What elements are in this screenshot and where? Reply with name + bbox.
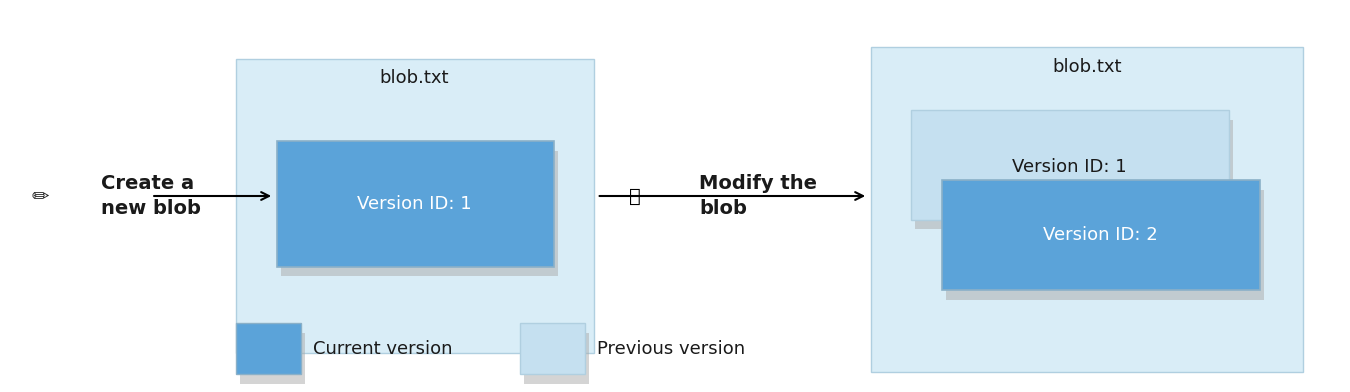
Text: Version ID: 1: Version ID: 1 bbox=[358, 195, 471, 213]
Bar bbox=[911, 110, 1228, 220]
Bar bbox=[277, 141, 554, 267]
Bar bbox=[240, 333, 305, 384]
Bar bbox=[915, 120, 1233, 229]
Bar bbox=[524, 333, 589, 384]
Bar bbox=[236, 323, 301, 374]
Text: blob.txt: blob.txt bbox=[1052, 58, 1122, 76]
Bar bbox=[281, 151, 558, 276]
Text: Create a
new blob: Create a new blob bbox=[101, 174, 201, 218]
Bar bbox=[946, 190, 1264, 300]
Bar bbox=[520, 323, 585, 374]
Text: Version ID: 1: Version ID: 1 bbox=[1012, 158, 1126, 176]
Bar bbox=[871, 47, 1303, 372]
Bar bbox=[942, 180, 1260, 290]
Text: Previous version: Previous version bbox=[597, 340, 745, 358]
Text: blob.txt: blob.txt bbox=[379, 69, 450, 87]
Bar bbox=[236, 59, 594, 353]
Text: Version ID: 2: Version ID: 2 bbox=[1042, 226, 1157, 244]
Text: Current version: Current version bbox=[313, 340, 452, 358]
Text: ✏: ✏ bbox=[32, 186, 49, 206]
Text: 🔧: 🔧 bbox=[629, 187, 640, 205]
Text: Modify the
blob: Modify the blob bbox=[699, 174, 817, 218]
